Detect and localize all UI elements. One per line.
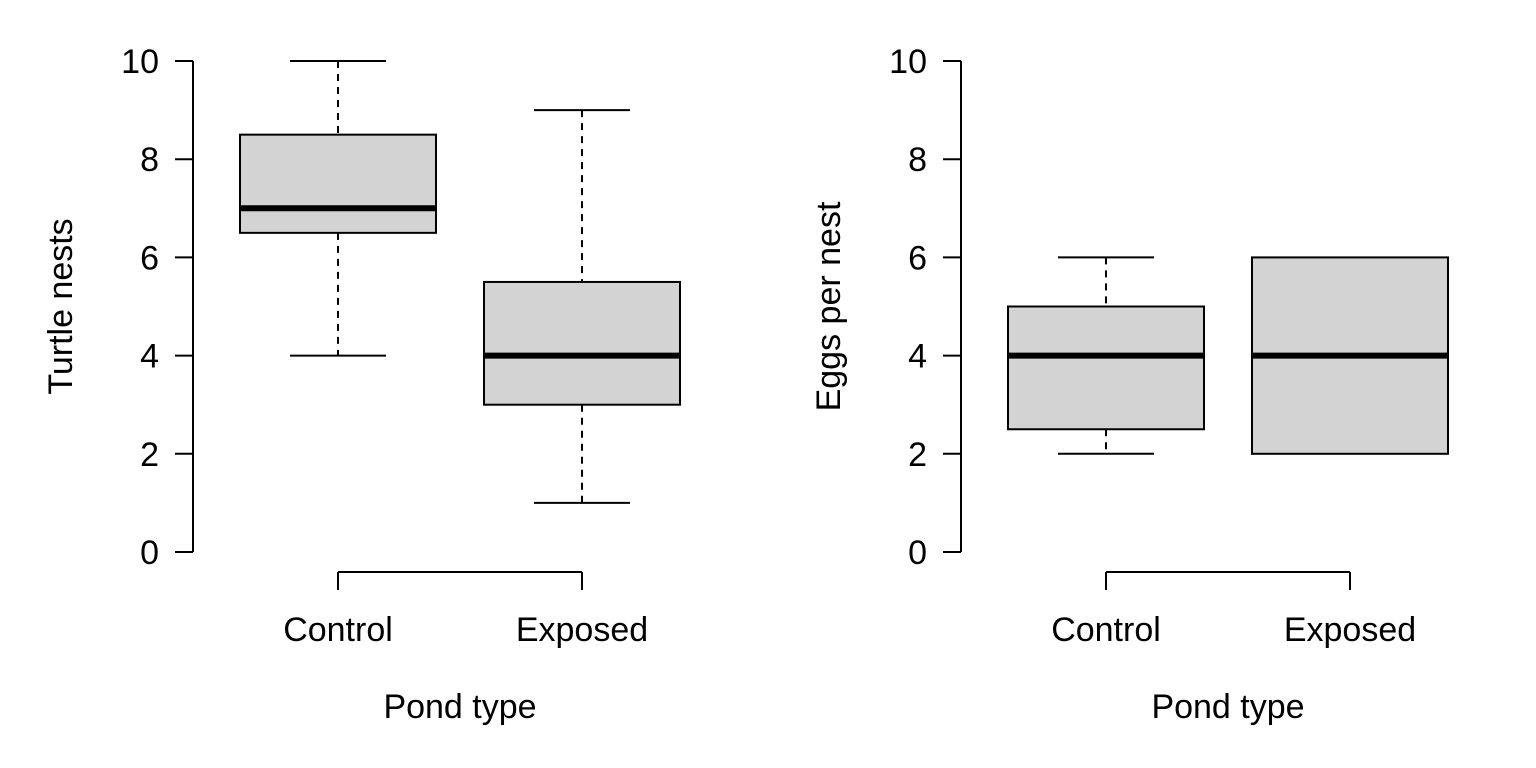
y-tick-label: 0 <box>140 534 159 572</box>
panel-turtle-nests: 0 2 4 6 8 10 Control Exposed Pond type Turtle nes… <box>42 43 681 726</box>
y-tick-label: 10 <box>889 43 927 81</box>
box-exposed <box>1251 256 1449 455</box>
y-tick-label: 4 <box>908 338 927 376</box>
panel-eggs-per-nest: 0 2 4 6 8 10 Control Exposed Pond type Eggs per n… <box>810 43 1449 726</box>
x-tick-label: Exposed <box>1284 611 1416 649</box>
y-tick-label: 0 <box>908 534 927 572</box>
box-exposed <box>483 109 681 504</box>
x-tick-label: Control <box>1051 611 1161 649</box>
box-control <box>1007 256 1205 455</box>
y-axis-title: Turtle nests <box>42 218 80 394</box>
x-axis-title: Pond type <box>383 688 536 726</box>
y-tick-label: 2 <box>140 436 159 474</box>
y-tick-label: 10 <box>121 43 159 81</box>
iqr-box <box>483 280 681 406</box>
iqr-box <box>1007 305 1205 431</box>
y-axis-title: Eggs per nest <box>810 201 848 411</box>
y-tick-label: 8 <box>908 141 927 179</box>
y-tick-label: 2 <box>908 436 927 474</box>
x-tick-label: Control <box>283 611 393 649</box>
iqr-box <box>239 133 437 234</box>
y-tick-label: 6 <box>140 239 159 277</box>
x-tick-label: Exposed <box>516 611 648 649</box>
y-tick-label: 8 <box>140 141 159 179</box>
y-tick-label: 4 <box>140 338 159 376</box>
x-axis-title: Pond type <box>1151 688 1304 726</box>
y-tick-label: 6 <box>908 239 927 277</box>
box-control <box>239 60 437 357</box>
